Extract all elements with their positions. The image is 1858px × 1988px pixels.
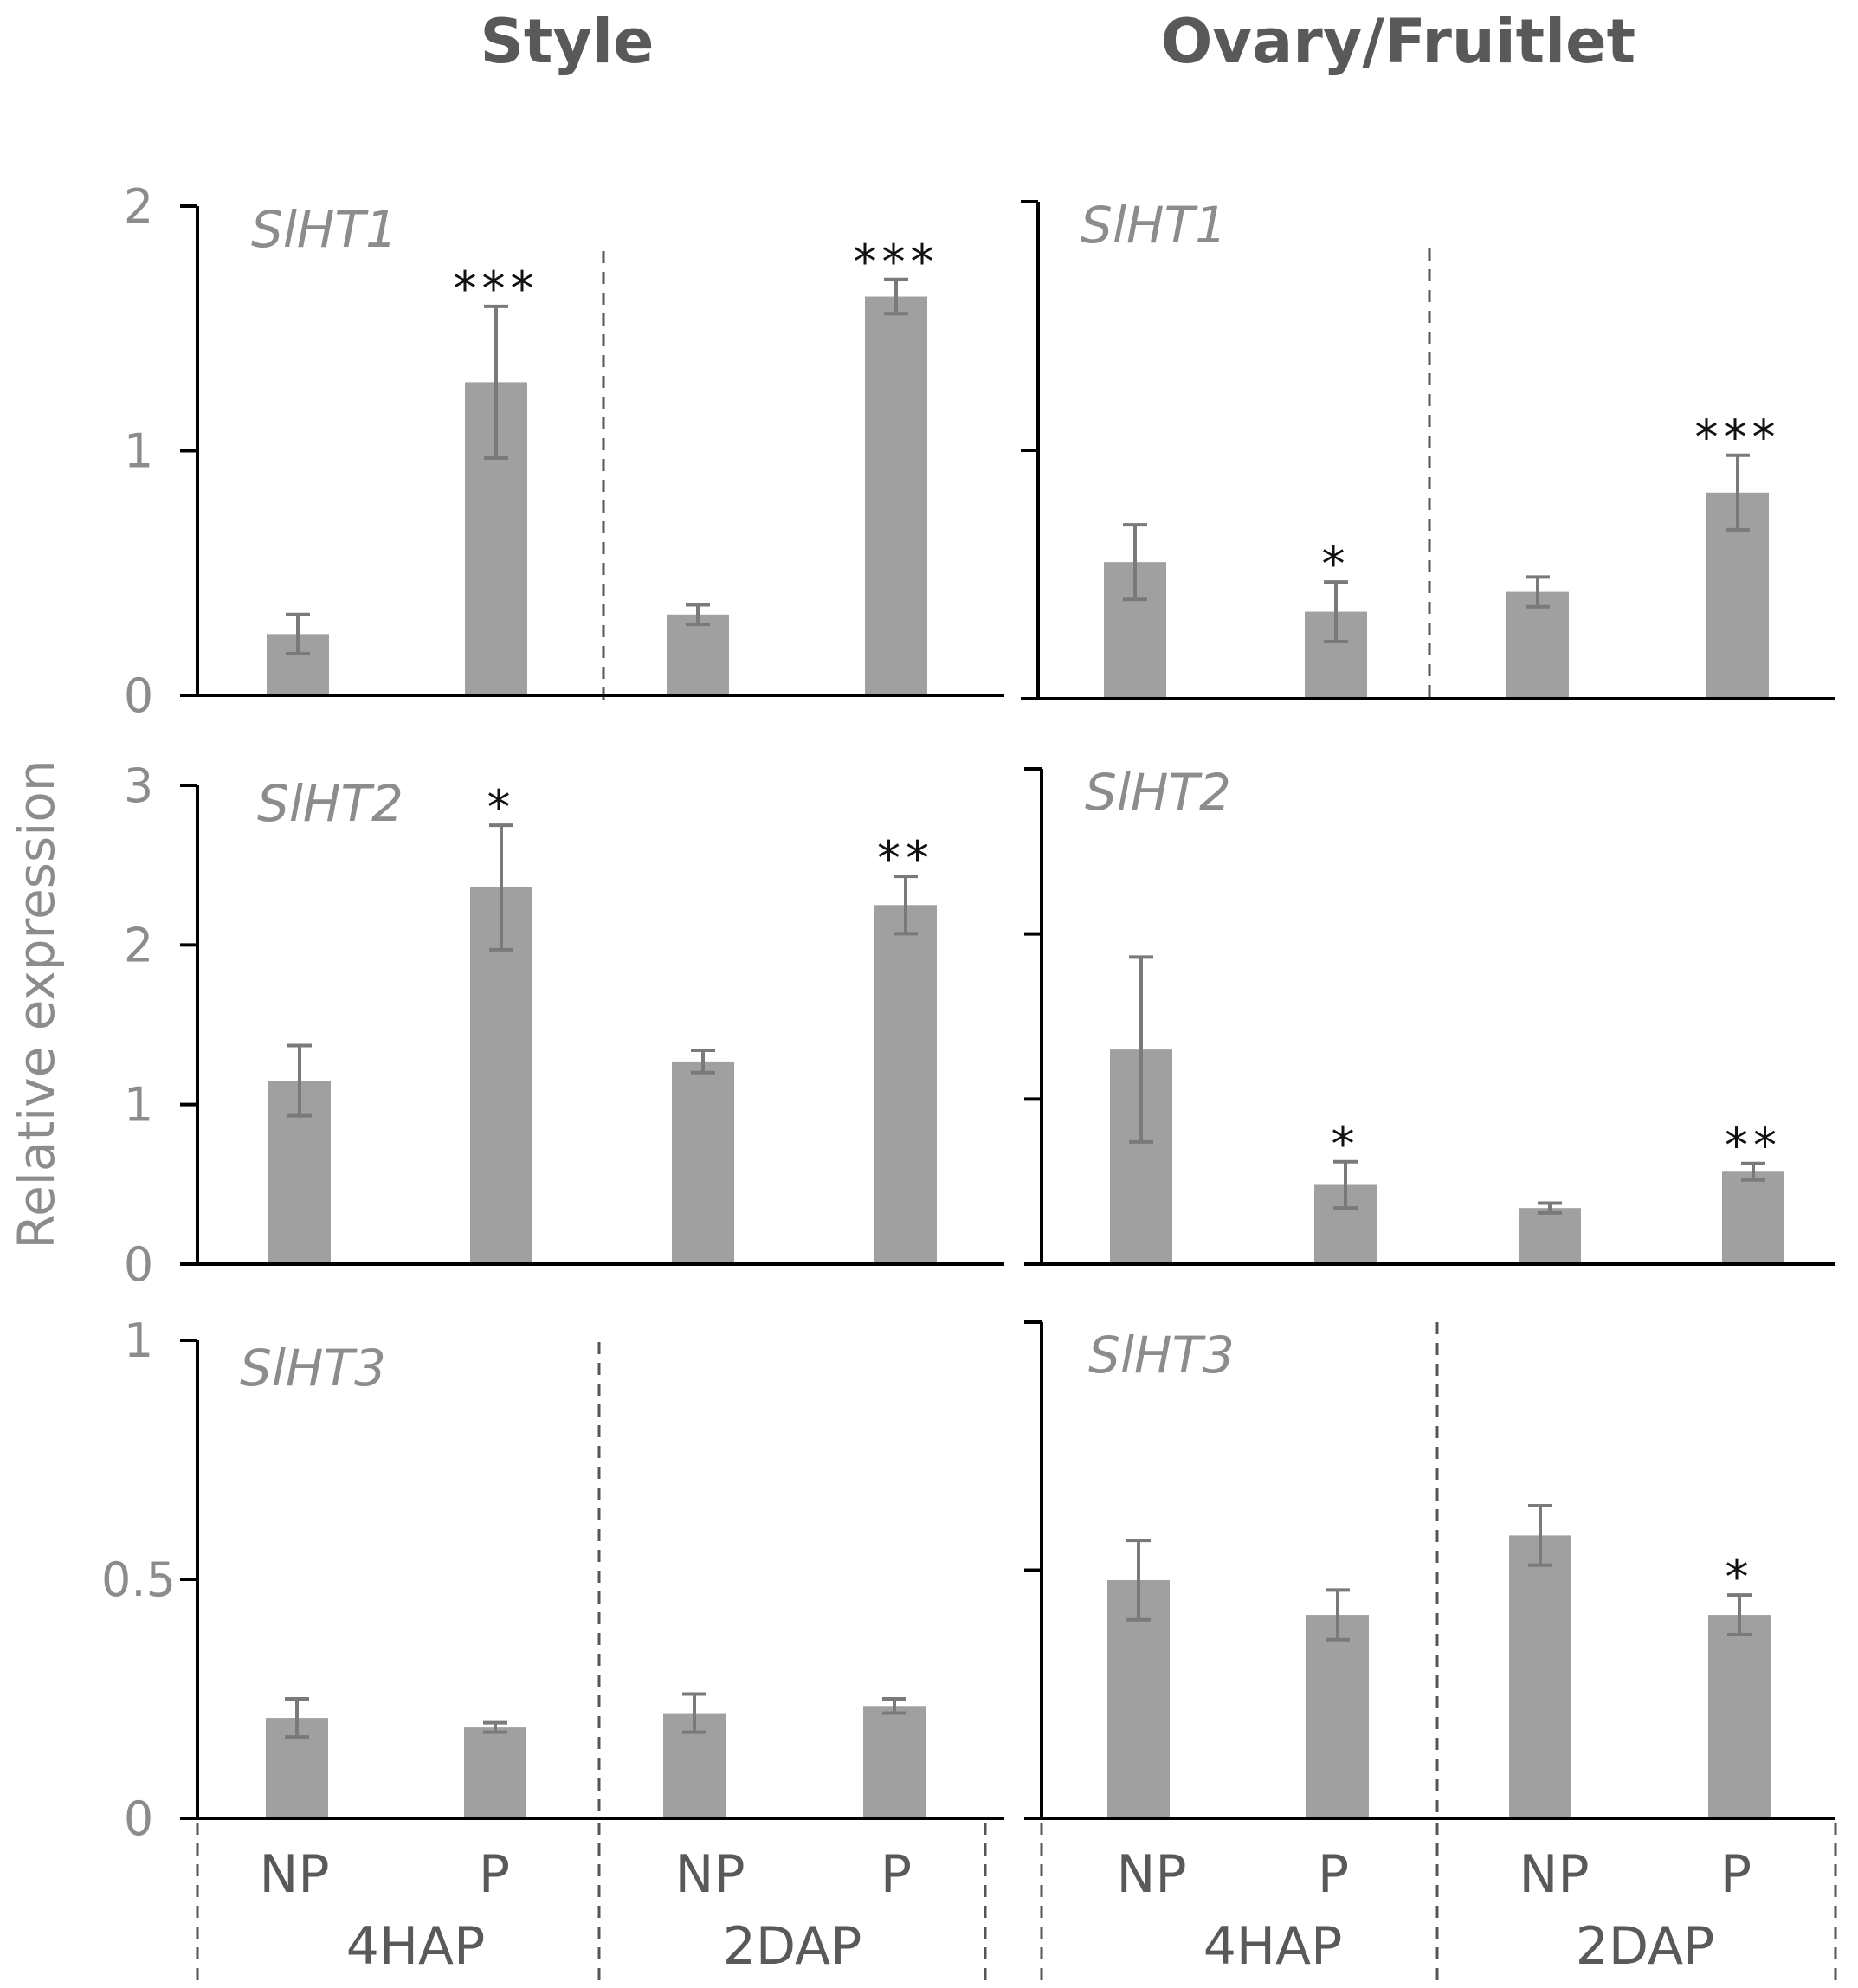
gene-label: SlHT3 — [240, 1339, 386, 1397]
gene-label: SlHT1 — [1081, 196, 1227, 255]
column-title-style: Style — [481, 6, 655, 77]
panel-style-slht1: SlHT1 *** *** 0 1 2 — [124, 179, 1004, 723]
gene-label: SlHT2 — [1085, 763, 1231, 822]
significance-label: ** — [1725, 1119, 1782, 1173]
x-label-ovary-4hap-np: NP — [1116, 1844, 1186, 1905]
y-tick-label: 3 — [124, 758, 153, 813]
group-label-ovary-4hap: 4HAP — [1203, 1916, 1343, 1977]
panel-style-slht3: SlHT3 0 0.5 1 — [101, 1314, 1004, 1846]
bar-2dap-np — [1509, 1535, 1571, 1818]
significance-label: * — [487, 780, 516, 835]
bar-2dap-p — [863, 1706, 926, 1818]
y-tick-label: 1 — [124, 1078, 153, 1133]
y-tick-label: 0 — [124, 1237, 153, 1292]
bar-2dap-np — [1519, 1208, 1581, 1264]
y-tick-label: 2 — [124, 918, 153, 972]
significance-label: *** — [454, 261, 539, 316]
x-label-style-4hap-np: NP — [259, 1844, 329, 1905]
bar-2dap-np — [1506, 591, 1569, 699]
significance-label: * — [1332, 1117, 1360, 1172]
panel-ovary-slht3: SlHT3 * — [1024, 1320, 1835, 1820]
x-label-ovary-2dap-p: P — [1720, 1844, 1752, 1905]
bar-2dap-np — [667, 614, 729, 695]
gene-label: SlHT1 — [251, 200, 397, 259]
bar-2dap-p — [1722, 1172, 1784, 1264]
bar-4hap-p — [464, 1727, 526, 1818]
bar-2dap-p — [865, 296, 927, 695]
x-label-ovary-2dap-np: NP — [1519, 1844, 1589, 1905]
bar-2dap-np — [672, 1061, 734, 1264]
y-axis-label: Relative expression — [7, 759, 66, 1249]
bar-2dap-p — [874, 905, 937, 1264]
y-tick-label: 1 — [124, 424, 153, 479]
x-label-ovary-4hap-p: P — [1318, 1844, 1349, 1905]
x-label-style-4hap-p: P — [479, 1844, 510, 1905]
group-label-ovary-2dap: 2DAP — [1576, 1916, 1715, 1977]
y-tick-label: 0 — [124, 1791, 153, 1846]
group-label-style-2dap: 2DAP — [723, 1916, 862, 1977]
significance-label: * — [1322, 537, 1351, 591]
y-tick-label: 0 — [124, 668, 153, 723]
significance-label: *** — [1695, 410, 1781, 465]
bar-2dap-p — [1708, 1615, 1771, 1818]
column-title-ovary: Ovary/Fruitlet — [1161, 6, 1635, 77]
significance-label: ** — [877, 831, 934, 886]
bar-4hap-p — [1306, 1615, 1369, 1818]
gene-label: SlHT3 — [1088, 1326, 1235, 1384]
significance-label: * — [1726, 1550, 1754, 1604]
y-tick-label: 0.5 — [101, 1552, 176, 1607]
y-tick-label: 2 — [124, 179, 153, 234]
panel-ovary-slht1: SlHT1**** — [1021, 196, 1835, 706]
significance-label: *** — [854, 235, 939, 289]
x-label-style-2dap-np: NP — [674, 1844, 745, 1905]
x-label-style-2dap-p: P — [881, 1844, 912, 1905]
y-tick-label: 1 — [124, 1314, 153, 1368]
x-axis-area: NP P NP P 4HAP 2DAP NP P NP P 4HAP 2DAP — [196, 1823, 1837, 1983]
group-label-style-4hap: 4HAP — [346, 1916, 486, 1977]
panel-ovary-slht2: SlHT2* ** — [1024, 763, 1835, 1266]
gene-label: SlHT2 — [257, 774, 403, 833]
